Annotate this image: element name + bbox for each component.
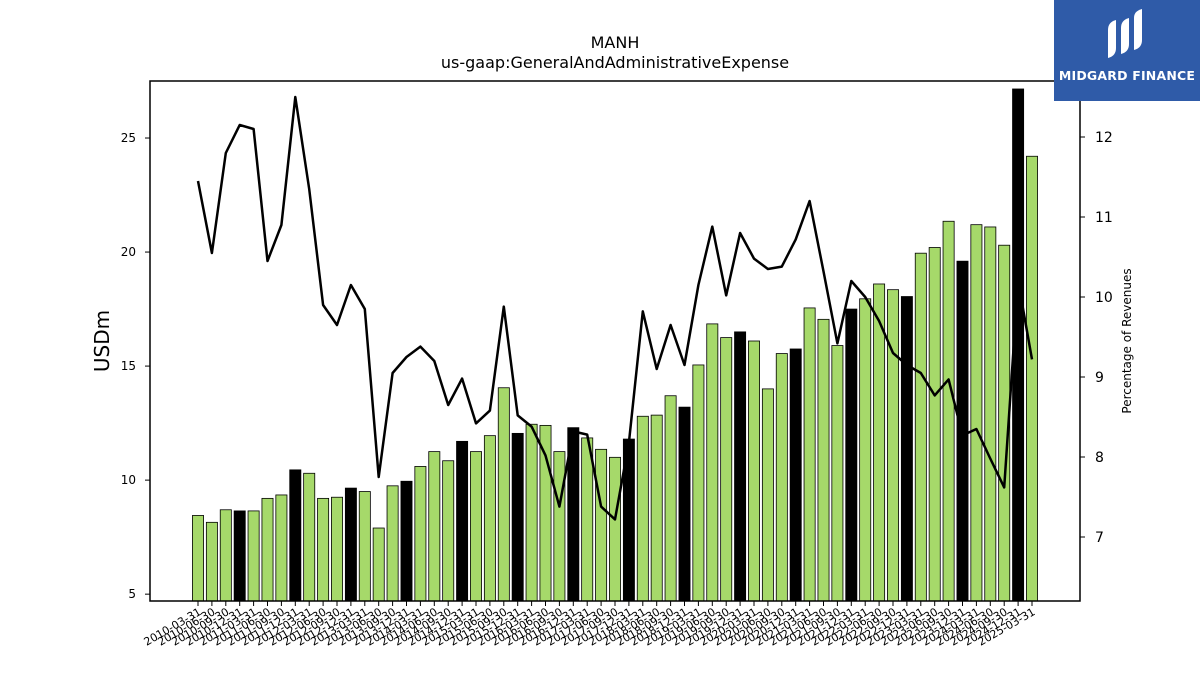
y-right-tick-label: 11 [1095,210,1113,226]
bar [497,387,510,602]
bar [525,423,538,602]
bar [1026,155,1038,602]
bar [442,460,455,602]
bar-series [192,88,1038,602]
bar [720,337,733,602]
bar [511,432,524,602]
bar [636,415,649,602]
bar [219,509,232,602]
bar [483,435,496,602]
chart-title: MANH [591,33,640,52]
bar [205,521,218,602]
bar [817,318,830,602]
bar [900,296,913,602]
y-axis-label-left: USDm [90,310,114,372]
bar [275,494,288,602]
bar [553,451,566,602]
bar [372,527,385,602]
bar [845,308,858,602]
bar [261,497,274,602]
bar [859,298,872,602]
bar [303,472,316,602]
bar [470,451,482,602]
bar [400,480,413,602]
y-tick-label: 15 [121,359,136,373]
bar [331,496,343,602]
bar [928,247,941,602]
bar [456,440,469,602]
bar [831,345,844,602]
y-right-tick-label: 7 [1095,530,1104,546]
y-right-tick-label: 12 [1095,130,1113,146]
bar [344,487,357,602]
bar [581,437,594,602]
line-series [196,95,1034,521]
y-tick-label: 10 [121,473,136,487]
x-axis: 2010-03-312010-06-302010-09-302010-12-31… [142,601,1038,649]
bar [289,469,302,602]
bar [650,414,663,602]
bar [734,331,747,602]
brand-logo: MIDGARD FINANCE [1054,0,1200,101]
bar [706,323,719,602]
bar [761,388,774,602]
y-right-tick-label: 8 [1095,450,1104,466]
bar [539,424,552,602]
logo-text: MIDGARD FINANCE [1058,68,1196,83]
logo-mark-icon [1108,9,1142,58]
y-axis-right: 7 8 9 10 11 12 [1080,130,1113,546]
y-right-tick-label: 9 [1095,370,1104,386]
bar [678,406,691,602]
bar [414,466,427,602]
y-right-tick-label: 10 [1095,290,1113,306]
bar [775,353,788,602]
bar [803,307,816,602]
bar [428,451,441,602]
bar [609,456,621,602]
bar [984,226,997,602]
bar [970,224,983,602]
y-tick-label: 25 [121,131,136,145]
bar [595,448,608,602]
bar [789,348,802,602]
bar [247,510,260,602]
bar [942,220,955,602]
bar [317,497,330,602]
bar [386,485,399,602]
y-axis-label-right: Percentage of Revenues [1120,268,1134,413]
bar [358,491,371,602]
bar [887,289,899,602]
bar [692,364,705,602]
y-tick-label: 20 [121,245,136,259]
bar [664,395,677,602]
bar [192,515,204,602]
bar [914,252,927,602]
y-axis-left: 5 10 15 20 25 [121,131,150,601]
percentage-line [196,95,1034,521]
bar [233,510,246,602]
y-tick-label: 5 [128,587,136,601]
chart-subtitle: us-gaap:GeneralAndAdministrativeExpense [441,53,789,72]
bar [748,340,760,602]
